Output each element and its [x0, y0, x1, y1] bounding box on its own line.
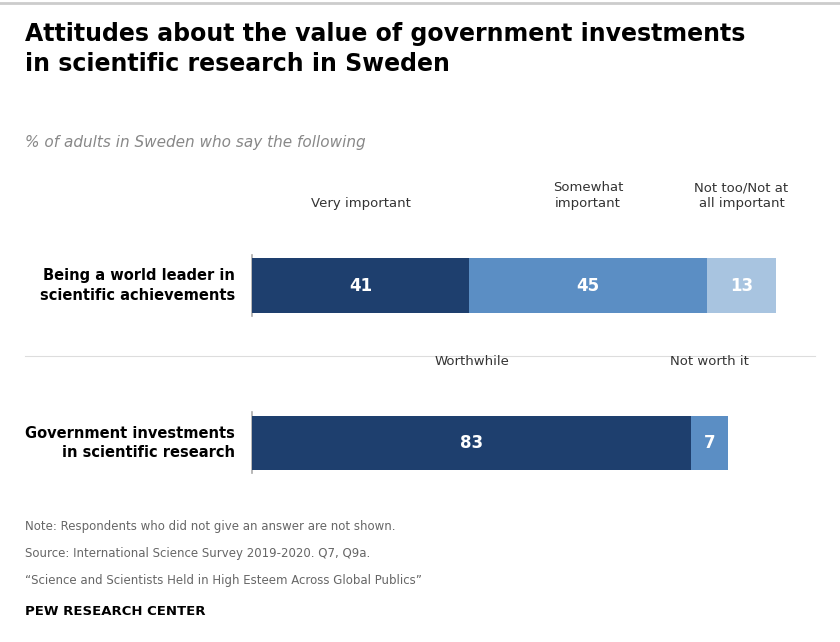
Text: PEW RESEARCH CENTER: PEW RESEARCH CENTER	[25, 605, 206, 618]
FancyBboxPatch shape	[469, 258, 707, 313]
FancyBboxPatch shape	[252, 416, 691, 470]
FancyBboxPatch shape	[707, 258, 776, 313]
Text: 13: 13	[730, 277, 753, 295]
Text: Not too/Not at
all important: Not too/Not at all important	[695, 181, 789, 211]
Text: Somewhat
important: Somewhat important	[553, 181, 623, 211]
Text: “Science and Scientists Held in High Esteem Across Global Publics”: “Science and Scientists Held in High Est…	[25, 574, 422, 587]
Text: 45: 45	[576, 277, 600, 295]
FancyBboxPatch shape	[252, 258, 469, 313]
Text: 83: 83	[460, 434, 483, 452]
Text: % of adults in Sweden who say the following: % of adults in Sweden who say the follow…	[25, 135, 366, 150]
Text: Note: Respondents who did not give an answer are not shown.: Note: Respondents who did not give an an…	[25, 520, 396, 533]
Text: Government investments
in scientific research: Government investments in scientific res…	[25, 426, 235, 460]
Text: 41: 41	[349, 277, 372, 295]
Text: 7: 7	[704, 434, 716, 452]
Text: Attitudes about the value of government investments
in scientific research in Sw: Attitudes about the value of government …	[25, 22, 746, 76]
FancyBboxPatch shape	[691, 416, 728, 470]
Text: Source: International Science Survey 2019-2020. Q7, Q9a.: Source: International Science Survey 201…	[25, 547, 370, 560]
Text: Worthwhile: Worthwhile	[434, 354, 509, 367]
Text: Not worth it: Not worth it	[670, 354, 749, 367]
Text: Being a world leader in
scientific achievements: Being a world leader in scientific achie…	[40, 268, 235, 303]
Text: Very important: Very important	[311, 197, 411, 211]
